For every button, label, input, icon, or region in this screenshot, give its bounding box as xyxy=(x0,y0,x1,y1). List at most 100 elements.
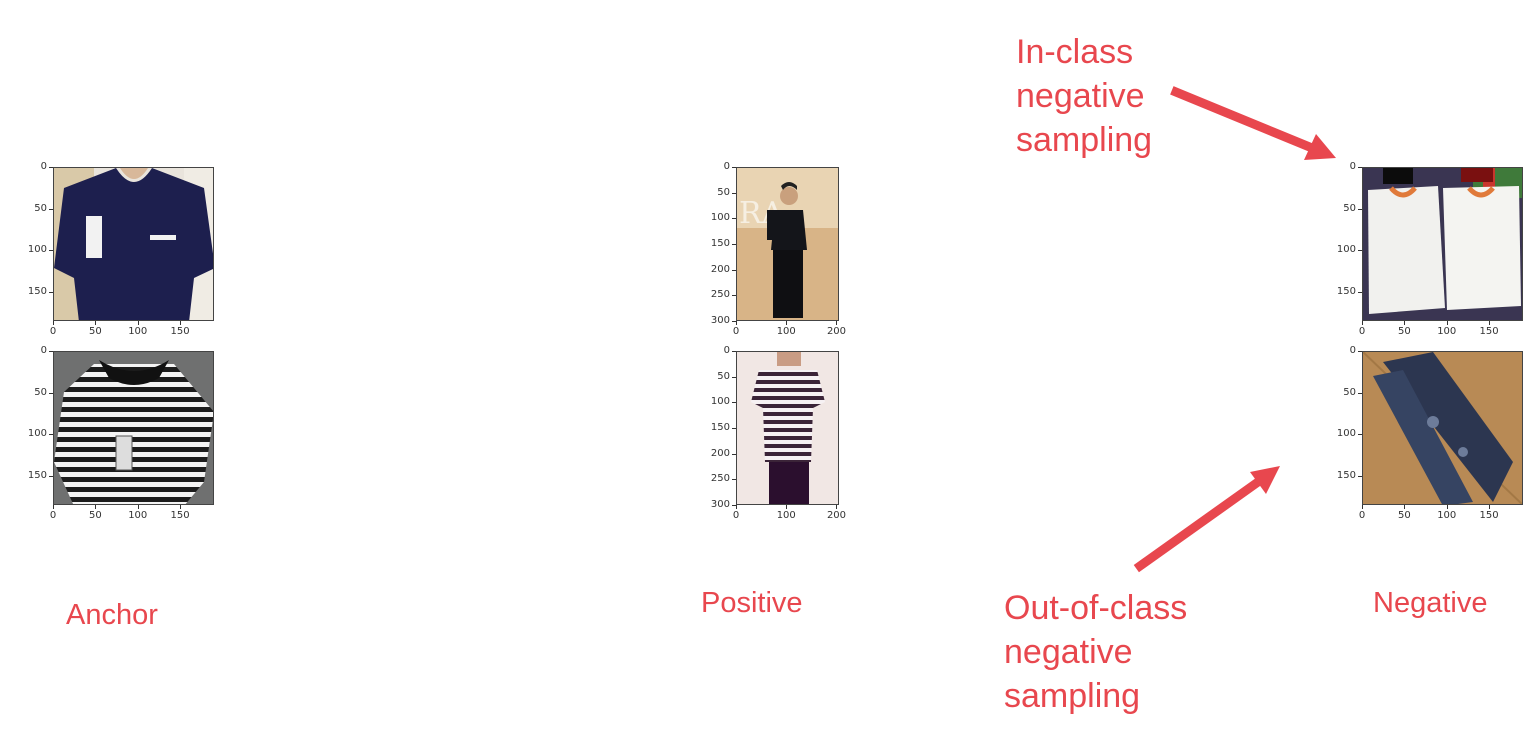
y-tick-mark xyxy=(1358,475,1362,477)
y-tick-label: 200 xyxy=(710,447,730,459)
x-tick-mark xyxy=(1489,505,1491,509)
x-tick-label: 50 xyxy=(1397,326,1411,337)
out-of-class-line-2: negative xyxy=(1004,633,1133,672)
y-tick-mark xyxy=(732,321,736,322)
y-tick-mark xyxy=(732,428,736,429)
x-tick-label: 100 xyxy=(776,510,796,521)
x-tick-mark xyxy=(836,505,838,509)
y-tick-label: 100 xyxy=(710,212,730,224)
x-tick-mark xyxy=(1446,321,1448,325)
y-tick-mark xyxy=(49,291,53,293)
y-tick-label: 50 xyxy=(717,186,730,198)
x-tick-label: 150 xyxy=(170,326,190,337)
x-tick-label: 200 xyxy=(826,326,847,337)
y-tick-mark xyxy=(732,479,736,481)
y-tick-mark xyxy=(49,208,53,210)
y-tick-label: 150 xyxy=(27,285,47,297)
x-tick-mark xyxy=(786,505,788,509)
y-tick-label: 0 xyxy=(1349,161,1356,172)
x-tick-label: 0 xyxy=(49,510,57,521)
y-tick-label: 0 xyxy=(40,161,47,172)
x-tick-mark xyxy=(1362,505,1363,509)
y-tick-label: 100 xyxy=(27,244,47,256)
x-tick-mark xyxy=(736,321,737,325)
y-tick-mark xyxy=(732,295,736,297)
x-tick-mark xyxy=(180,505,182,509)
y-tick-label: 200 xyxy=(710,263,730,275)
y-tick-label: 100 xyxy=(27,428,47,440)
x-tick-label: 0 xyxy=(732,510,740,521)
x-tick-label: 150 xyxy=(1479,510,1499,521)
y-tick-label: 300 xyxy=(710,315,730,326)
negative-image-top xyxy=(1362,167,1523,321)
x-tick-label: 100 xyxy=(128,510,148,521)
y-tick-mark xyxy=(1358,167,1362,168)
y-tick-mark xyxy=(49,351,53,352)
x-tick-label: 0 xyxy=(1358,510,1366,521)
positive-label: Positive xyxy=(701,587,803,619)
y-tick-mark xyxy=(732,402,736,404)
y-tick-mark xyxy=(49,250,53,252)
y-tick-label: 100 xyxy=(710,396,730,408)
x-tick-label: 200 xyxy=(826,510,847,521)
y-tick-label: 50 xyxy=(34,386,47,398)
negative-label: Negative xyxy=(1373,587,1488,619)
x-tick-mark xyxy=(736,505,737,509)
x-tick-label: 100 xyxy=(128,326,148,337)
x-tick-mark xyxy=(1404,505,1406,509)
x-tick-mark xyxy=(1404,321,1406,325)
x-tick-label: 100 xyxy=(1437,510,1457,521)
in-class-annotation: In-class negative sampling xyxy=(1016,30,1152,163)
y-tick-mark xyxy=(732,453,736,455)
y-tick-mark xyxy=(1358,250,1362,252)
y-tick-label: 50 xyxy=(1343,386,1356,398)
y-tick-label: 100 xyxy=(1336,428,1356,440)
y-tick-mark xyxy=(1358,291,1362,293)
out-of-class-line-1: Out-of-class xyxy=(1004,589,1188,627)
x-tick-mark xyxy=(53,505,54,509)
x-tick-label: 150 xyxy=(1479,326,1499,337)
x-tick-label: 50 xyxy=(88,326,102,337)
y-tick-label: 100 xyxy=(1336,244,1356,256)
positive-image-top: RA xyxy=(736,167,839,321)
x-tick-label: 0 xyxy=(1358,326,1366,337)
y-tick-mark xyxy=(49,434,53,436)
y-tick-label: 50 xyxy=(34,202,47,214)
x-tick-mark xyxy=(53,321,54,325)
y-tick-label: 150 xyxy=(27,469,47,481)
y-tick-mark xyxy=(732,167,736,168)
y-tick-mark xyxy=(732,376,736,378)
y-tick-mark xyxy=(1358,208,1362,210)
y-tick-mark xyxy=(49,167,53,168)
in-class-arrow xyxy=(1170,86,1336,160)
y-tick-label: 0 xyxy=(40,345,47,356)
anchor-label: Anchor xyxy=(66,599,158,631)
x-tick-mark xyxy=(786,321,788,325)
y-tick-label: 0 xyxy=(723,345,730,356)
y-tick-mark xyxy=(49,392,53,394)
anchor-image-top xyxy=(53,167,214,321)
x-tick-label: 0 xyxy=(49,326,57,337)
y-tick-label: 50 xyxy=(717,370,730,382)
y-tick-mark xyxy=(732,218,736,220)
x-tick-mark xyxy=(1446,505,1448,509)
out-of-class-line-3: sampling xyxy=(1004,677,1141,716)
anchor-image-bottom xyxy=(53,351,214,505)
x-tick-label: 150 xyxy=(170,510,190,521)
x-tick-label: 0 xyxy=(732,326,740,337)
y-tick-mark xyxy=(1358,351,1362,352)
x-tick-mark xyxy=(836,321,838,325)
x-tick-mark xyxy=(137,321,139,325)
x-tick-label: 50 xyxy=(1397,510,1411,521)
y-tick-mark xyxy=(1358,392,1362,394)
y-tick-label: 250 xyxy=(710,289,730,301)
in-class-line-1: In-class xyxy=(1016,33,1134,71)
out-of-class-arrow xyxy=(1133,466,1280,573)
y-tick-label: 0 xyxy=(723,161,730,172)
x-tick-mark xyxy=(1489,321,1491,325)
y-tick-mark xyxy=(49,475,53,477)
x-tick-label: 100 xyxy=(1437,326,1457,337)
y-tick-label: 250 xyxy=(710,473,730,485)
negative-image-bottom xyxy=(1362,351,1523,505)
